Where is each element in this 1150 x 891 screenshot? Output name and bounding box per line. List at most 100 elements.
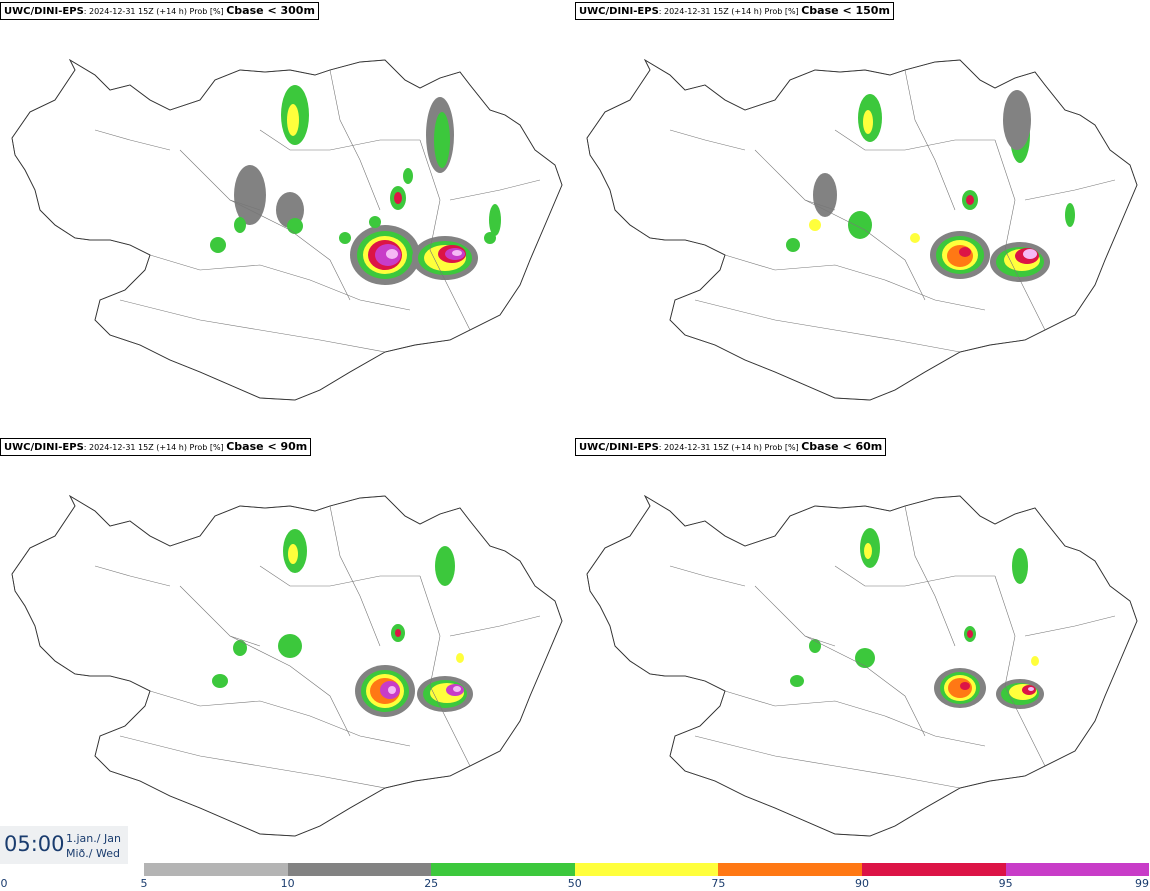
probability-area	[434, 112, 450, 168]
panel-title: UWC/DINI-EPS: 2024-12-31 15Z (+14 h) Pro…	[575, 2, 894, 20]
probability-area	[910, 233, 920, 243]
probability-area	[210, 237, 226, 253]
probability-area	[947, 245, 973, 267]
probability-area	[790, 675, 804, 687]
legend-tick-label: 99	[1135, 877, 1149, 890]
iceland-map	[11, 494, 563, 837]
probability-area	[403, 168, 413, 184]
probability-area	[848, 211, 872, 239]
valid-date: 1.jan./ Jan Mið./ Wed	[66, 831, 121, 861]
probability-area	[1065, 203, 1075, 227]
probability-area	[489, 204, 501, 236]
legend-color-segment	[431, 863, 575, 876]
region-boundary	[669, 565, 746, 587]
region-boundary	[694, 299, 961, 353]
region-boundary	[149, 690, 411, 747]
probability-area	[278, 634, 302, 658]
probability-area	[394, 192, 402, 204]
iceland-map	[11, 58, 563, 401]
region-boundary	[904, 69, 956, 211]
probability-area	[369, 216, 381, 228]
probability-area	[966, 195, 974, 205]
probability-area	[456, 653, 464, 663]
legend-tick-label: 5	[140, 877, 148, 890]
threshold-label: Cbase < 90m	[226, 440, 308, 453]
region-boundary	[834, 129, 995, 151]
threshold-label: Cbase < 60m	[801, 440, 883, 453]
model-name: UWC/DINI-EPS	[579, 442, 659, 453]
probability-area	[786, 238, 800, 252]
valid-date-line1: 1.jan./ Jan	[66, 832, 121, 845]
coastline-outline	[586, 58, 1138, 401]
region-boundary	[94, 565, 171, 587]
valid-time-box: 05:00 1.jan./ Jan Mið./ Wed	[0, 826, 128, 864]
legend-tick-label: 0	[0, 877, 8, 890]
probability-area	[1031, 656, 1039, 666]
probability-area	[855, 648, 875, 668]
region-boundary	[229, 199, 351, 301]
probability-area	[287, 218, 303, 234]
panel-title: UWC/DINI-EPS: 2024-12-31 15Z (+14 h) Pro…	[0, 2, 319, 20]
coastline-outline	[586, 494, 1138, 837]
run-info: : 2024-12-31 15Z (+14 h) Prob [%]	[658, 7, 802, 16]
region-boundary	[419, 575, 471, 767]
region-boundary	[694, 735, 961, 789]
legend-tick-label: 75	[711, 877, 726, 890]
probability-area	[453, 686, 461, 692]
iceland-map	[586, 494, 1138, 837]
region-boundary	[834, 565, 995, 587]
legend-color-segment	[862, 863, 1006, 876]
legend-tick-label: 95	[998, 877, 1013, 890]
region-boundary	[119, 735, 386, 789]
run-info: : 2024-12-31 15Z (+14 h) Prob [%]	[83, 7, 227, 16]
region-boundary	[994, 575, 1046, 767]
probability-area	[288, 544, 298, 564]
map-panel: UWC/DINI-EPS: 2024-12-31 15Z (+14 h) Pro…	[575, 436, 1150, 871]
region-boundary	[329, 69, 381, 211]
probability-area	[452, 250, 462, 256]
legend-color-segment	[144, 863, 288, 876]
region-boundary	[804, 635, 926, 737]
probability-area	[435, 546, 455, 586]
valid-time: 05:00	[4, 832, 65, 856]
region-boundary	[94, 129, 171, 151]
probability-area	[1012, 548, 1028, 584]
legend-tick-label: 25	[424, 877, 439, 890]
probability-area	[484, 232, 496, 244]
panel-title: UWC/DINI-EPS: 2024-12-31 15Z (+14 h) Pro…	[575, 438, 887, 456]
legend-color-segment	[1005, 863, 1150, 876]
probability-area	[1003, 90, 1031, 150]
probability-area	[386, 249, 398, 259]
probability-area	[388, 686, 396, 694]
threshold-label: Cbase < 300m	[226, 4, 315, 17]
threshold-label: Cbase < 150m	[801, 4, 890, 17]
legend-tick-label: 10	[280, 877, 295, 890]
iceland-map	[586, 58, 1138, 401]
region-boundary	[724, 690, 986, 747]
legend-tick-label: 90	[855, 877, 869, 890]
probability-area	[339, 232, 351, 244]
region-boundary	[804, 199, 926, 301]
probability-area	[234, 165, 266, 225]
probability-area	[959, 247, 971, 257]
region-boundary	[724, 254, 986, 311]
region-boundary	[904, 505, 956, 647]
probability-area	[967, 630, 973, 638]
probability-area	[287, 104, 299, 136]
region-boundary	[419, 139, 471, 331]
region-boundary	[754, 585, 836, 647]
coastline-outline	[11, 58, 563, 401]
region-boundary	[179, 149, 261, 211]
model-name: UWC/DINI-EPS	[4, 442, 84, 453]
probability-area	[864, 543, 872, 559]
legend-color-segment	[574, 863, 719, 876]
probability-area	[234, 217, 246, 233]
run-info: : 2024-12-31 15Z (+14 h) Prob [%]	[83, 443, 227, 452]
probability-area	[1023, 249, 1037, 259]
model-name: UWC/DINI-EPS	[579, 6, 659, 17]
coastline-outline	[11, 494, 563, 837]
region-boundary	[754, 149, 836, 211]
probability-area	[809, 219, 821, 231]
region-boundary	[119, 299, 386, 353]
region-boundary	[449, 179, 541, 201]
